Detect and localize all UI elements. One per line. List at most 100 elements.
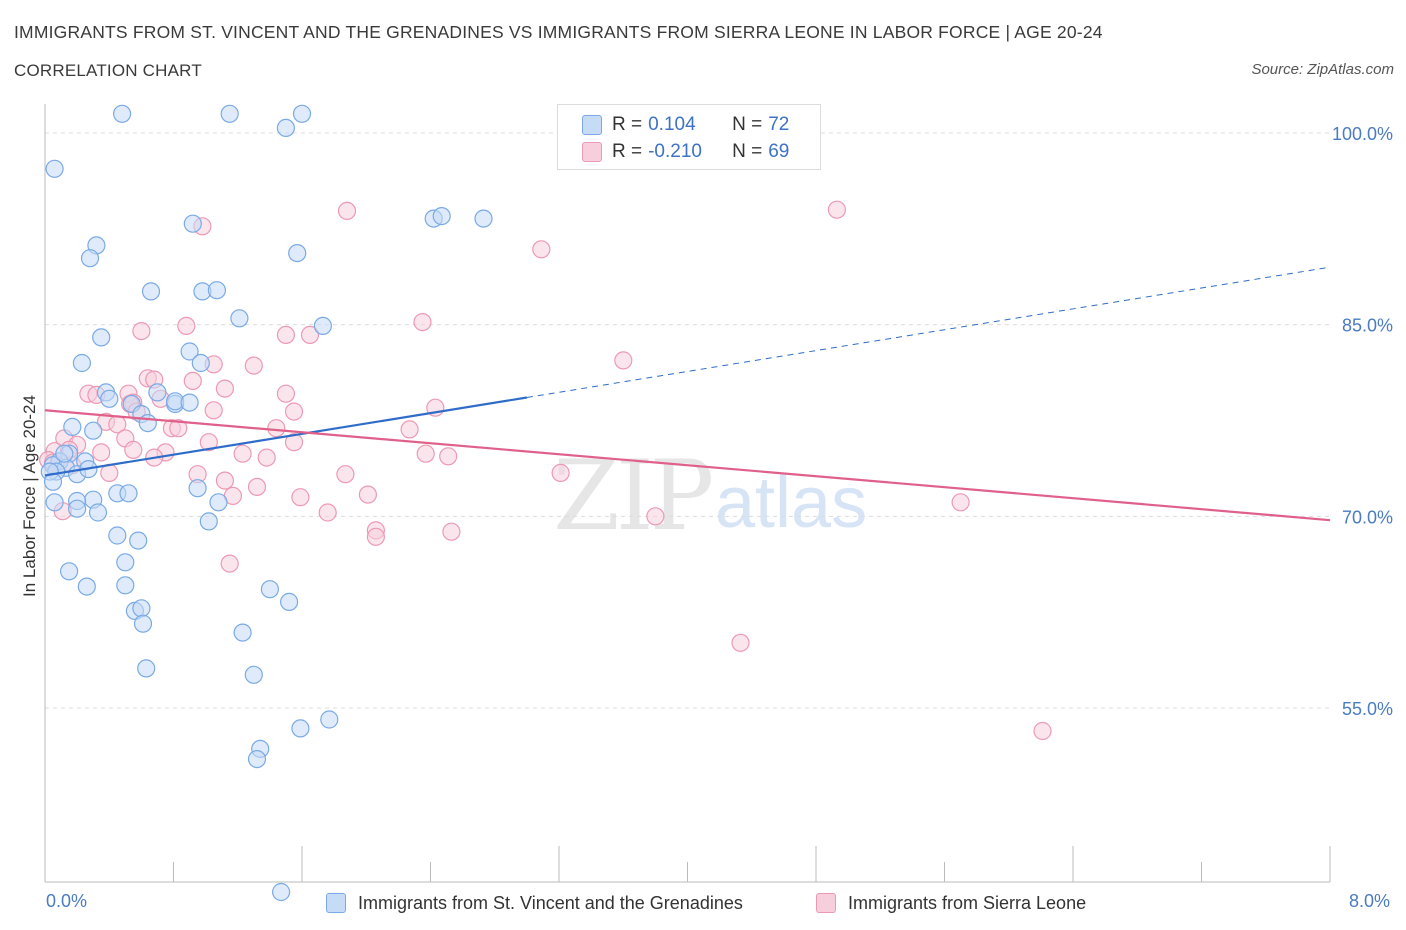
trend-line-pink <box>44 409 1331 522</box>
sierra-leone-point <box>366 527 385 546</box>
sierra-leone-point <box>1033 721 1052 741</box>
sierra-leone-point <box>731 633 750 652</box>
st-vincent-point <box>276 118 295 138</box>
y-tick-labels: 100.0% 85.0% 70.0% 55.0% <box>1332 124 1393 719</box>
series-swatch-blue <box>326 893 346 913</box>
st-vincent-point <box>133 614 153 633</box>
sierra-leone-point <box>132 322 151 341</box>
legend-r-value: 0.104 <box>648 114 696 135</box>
sierra-leone-point <box>291 488 310 507</box>
st-vincent-point <box>244 665 263 684</box>
y-tick-label: 55.0% <box>1342 699 1393 719</box>
legend-row-pink: R = -0.210 N = 69 <box>582 140 789 164</box>
sierra-leone-point <box>215 379 234 398</box>
st-vincent-point <box>432 207 451 226</box>
source-credit: Source: ZipAtlas.com <box>1251 61 1394 78</box>
st-vincent-point <box>233 623 252 642</box>
st-vincent-point <box>88 503 108 522</box>
st-vincent-point <box>199 512 218 531</box>
y-tick-label: 70.0% <box>1342 507 1393 527</box>
trend-layer <box>44 266 1331 522</box>
st-vincent-point <box>272 882 291 902</box>
sierra-leone-point <box>124 440 143 459</box>
st-vincent-point <box>100 389 119 408</box>
watermark-zip: ZIP <box>553 440 714 552</box>
st-vincent-point <box>280 592 299 612</box>
st-vincent-point <box>92 328 111 347</box>
st-vincent-point <box>112 104 132 123</box>
y-tick-label: 100.0% <box>1332 124 1393 144</box>
st-vincent-point <box>291 719 310 738</box>
sierra-leone-point <box>276 384 295 403</box>
sierra-leone-point <box>233 444 252 463</box>
legend-swatch-pink <box>582 142 602 162</box>
sierra-leone-point <box>267 419 286 438</box>
st-vincent-point <box>80 249 100 268</box>
sierra-leone-point <box>247 477 267 496</box>
trend-line-blue <box>44 396 528 477</box>
series-label-blue: Immigrants from St. Vincent and the Gren… <box>358 892 743 913</box>
st-vincent-point <box>260 580 279 599</box>
st-vincent-point <box>320 710 339 729</box>
st-vincent-point <box>45 493 64 512</box>
x-tick-label-min: 0.0% <box>46 891 88 911</box>
st-vincent-point <box>67 499 87 518</box>
sierra-leone-point <box>337 201 357 220</box>
sierra-leone-point <box>204 401 223 420</box>
sierra-leone-point <box>551 463 570 482</box>
sierra-leone-point <box>413 313 432 332</box>
sierra-leone-point <box>358 485 377 504</box>
legend-n-value: 72 <box>768 114 790 135</box>
legend-n-label: N = <box>732 114 763 135</box>
sierra-leone-point <box>276 325 295 344</box>
legend-row-blue: R = 0.104 N = 72 <box>582 113 789 137</box>
legend-n-label: N = <box>732 141 763 162</box>
chart-subtitle: CORRELATION CHART <box>14 61 202 80</box>
st-vincent-point <box>59 562 79 581</box>
st-vincent-point <box>55 444 74 463</box>
st-vincent-point <box>148 383 167 402</box>
st-vincent-point <box>129 531 148 550</box>
y-axis-label: In Labor Force | Age 20-24 <box>20 395 39 597</box>
st-vincent-point <box>247 749 267 769</box>
legend-r-label: R = <box>612 114 643 135</box>
series-legend-blue: Immigrants from St. Vincent and the Gren… <box>326 890 743 916</box>
axis-layer <box>44 104 1331 883</box>
st-vincent-point <box>191 353 210 373</box>
st-vincent-point <box>119 484 138 503</box>
st-vincent-point <box>474 209 493 228</box>
legend-n-value: 69 <box>768 141 790 162</box>
sierra-leone-point <box>199 433 218 452</box>
series-legend-pink: Immigrants from Sierra Leone <box>816 890 1086 916</box>
st-vincent-point <box>116 553 135 572</box>
sierra-leone-point <box>183 371 202 390</box>
st-vincent-point <box>188 479 207 498</box>
sierra-leone-point <box>416 444 435 463</box>
sierra-leone-point <box>220 554 239 573</box>
legend-swatch-blue <box>582 115 602 135</box>
sierra-leone-point <box>284 402 304 421</box>
watermark-atlas: atlas <box>715 463 868 543</box>
sierra-leone-point <box>257 448 276 467</box>
pink-points-layer <box>39 200 1052 741</box>
sierra-leone-point <box>439 447 458 466</box>
sierra-leone-point <box>827 200 847 219</box>
sierra-leone-point <box>442 522 461 541</box>
legend-r-label: R = <box>612 141 643 162</box>
sierra-leone-point <box>169 419 188 438</box>
st-vincent-point <box>132 599 151 618</box>
st-vincent-point <box>45 159 64 178</box>
chart-title: IMMIGRANTS FROM ST. VINCENT AND THE GREN… <box>14 22 1103 42</box>
st-vincent-point <box>209 493 228 512</box>
st-vincent-point <box>230 309 249 328</box>
x-tick-label-max: 8.0% <box>1349 891 1391 911</box>
st-vincent-point <box>108 526 127 545</box>
st-vincent-point <box>137 659 156 678</box>
series-swatch-pink <box>816 893 836 913</box>
st-vincent-point <box>180 342 199 361</box>
st-vincent-point <box>207 281 226 300</box>
st-vincent-point <box>77 577 96 596</box>
sierra-leone-point <box>244 356 263 375</box>
sierra-leone-point <box>532 240 551 259</box>
sierra-leone-point <box>215 471 234 490</box>
